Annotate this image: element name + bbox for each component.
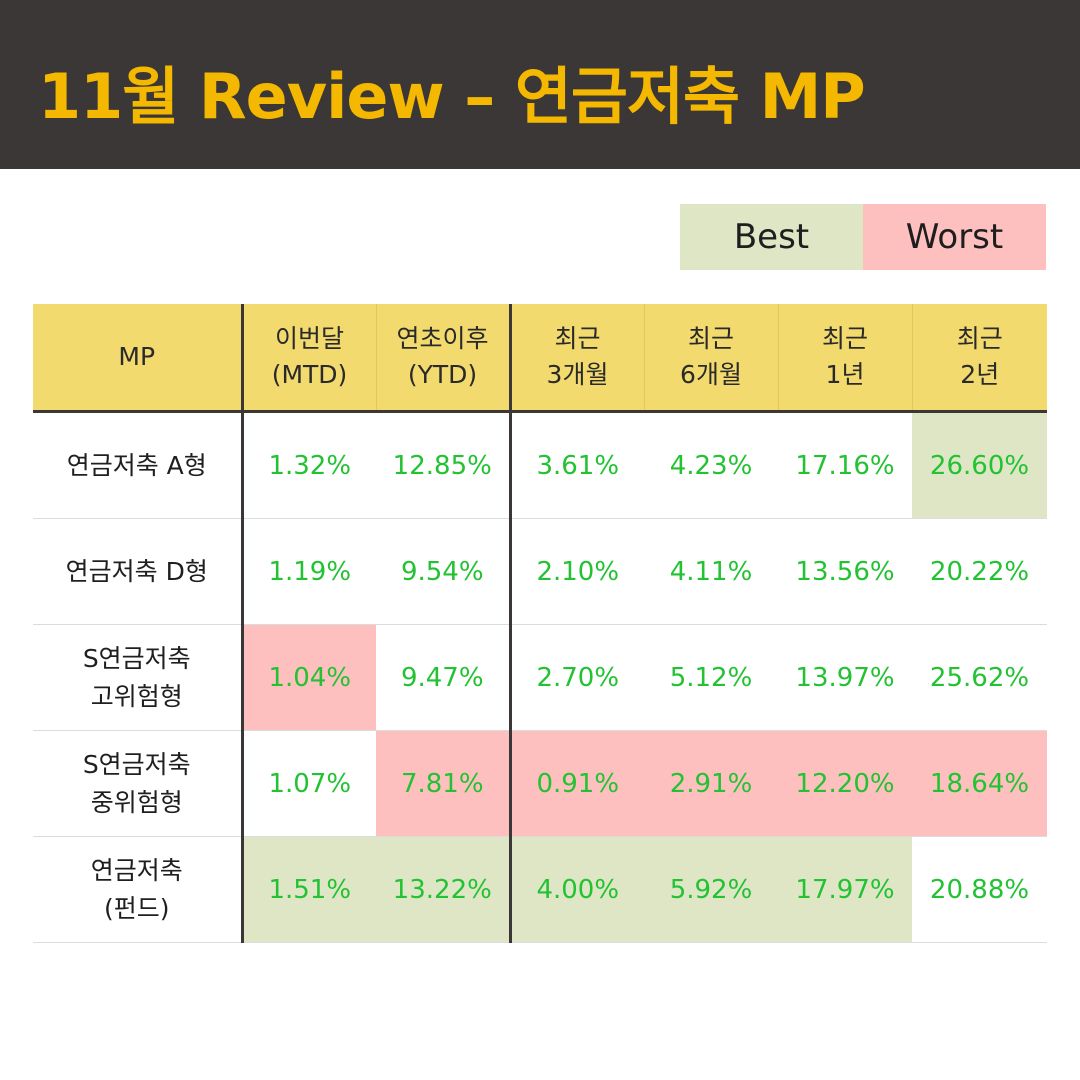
row-label-line2: (펀드) — [103, 893, 170, 923]
page-title: 11월 Review – 연금저축 MP — [38, 60, 866, 133]
table-row: 연금저축 D형 1.19% 9.54% 2.10% 4.11% 13.56% 20.22% — [33, 518, 1047, 625]
value-cell: 4.23% — [644, 411, 778, 519]
value-cell: 17.16% — [778, 411, 912, 519]
row-label-line2: 중위험형 — [90, 787, 183, 817]
row-label: 연금저축 A형 — [33, 411, 244, 519]
column-header-line2: (YTD) — [407, 360, 478, 389]
table-row: S연금저축 고위험형 1.04% 9.47% 2.70% 5.12% 13.97% 25.62… — [33, 624, 1047, 731]
column-header-6m: 최근 6개월 — [643, 304, 778, 413]
legend-best: Best — [680, 204, 863, 270]
value-cell: 13.22% — [376, 836, 512, 943]
column-header-line1: 이번달 — [274, 323, 344, 353]
column-header-1y: 최근 1년 — [777, 304, 912, 413]
value-cell: 12.85% — [376, 411, 512, 519]
value-cell: 20.22% — [912, 518, 1047, 625]
value-cell: 1.04% — [242, 624, 376, 731]
value-cell: 1.07% — [242, 730, 376, 837]
value-cell: 1.32% — [242, 411, 376, 519]
column-header-3m: 최근 3개월 — [509, 304, 644, 413]
table-row: 연금저축 A형 1.32% 12.85% 3.61% 4.23% 17.16% 26.60% — [33, 411, 1047, 519]
table-row: 연금저축 (펀드) 1.51% 13.22% 4.00% 5.92% 17.97% 20.88… — [33, 836, 1047, 943]
value-cell: 13.97% — [778, 624, 912, 731]
value-cell: 2.91% — [644, 730, 778, 837]
column-header-line1: 최근 — [956, 323, 1003, 353]
value-cell: 1.51% — [242, 836, 376, 943]
value-cell: 3.61% — [510, 411, 644, 519]
value-cell: 7.81% — [376, 730, 512, 837]
value-cell: 25.62% — [912, 624, 1047, 731]
table-header-row: MP 이번달 (MTD) 연초이후 (YTD) 최근 3개월 최근 6개월 최근… — [33, 304, 1047, 413]
column-header-line2: 1년 — [825, 360, 865, 389]
row-label: 연금저축 D형 — [33, 518, 244, 625]
row-label: 연금저축 (펀드) — [33, 836, 244, 943]
column-header-line1: 최근 — [554, 323, 601, 353]
row-label-line1: S연금저축 — [82, 750, 191, 779]
value-cell: 9.47% — [376, 624, 512, 731]
column-header-line2: (MTD) — [271, 360, 348, 389]
value-cell: 2.70% — [510, 624, 644, 731]
column-header-line1: MP — [118, 341, 156, 371]
row-label-line1: S연금저축 — [82, 644, 191, 673]
value-cell: 0.91% — [510, 730, 644, 837]
header-bar: 11월 Review – 연금저축 MP — [0, 0, 1080, 169]
row-label-line1: 연금저축 — [90, 856, 183, 885]
column-header-line1: 최근 — [821, 323, 868, 353]
row-label-line2: 고위험형 — [90, 681, 183, 711]
value-cell: 4.00% — [510, 836, 644, 943]
legend: Best Worst — [680, 204, 1046, 270]
value-cell: 12.20% — [778, 730, 912, 837]
value-cell: 4.11% — [644, 518, 778, 625]
column-header-line1: 연초이후 — [396, 323, 489, 353]
column-header-ytd: 연초이후 (YTD) — [375, 304, 512, 413]
performance-table: MP 이번달 (MTD) 연초이후 (YTD) 최근 3개월 최근 6개월 최근… — [33, 304, 1047, 943]
value-cell: 5.12% — [644, 624, 778, 731]
value-cell: 1.19% — [242, 518, 376, 625]
value-cell: 17.97% — [778, 836, 912, 943]
value-cell: 13.56% — [778, 518, 912, 625]
row-label-line1: 연금저축 A형 — [66, 450, 207, 480]
column-header-line2: 3개월 — [546, 360, 609, 389]
value-cell: 5.92% — [644, 836, 778, 943]
row-label-line1: 연금저축 D형 — [65, 556, 208, 586]
column-header-line1: 최근 — [687, 323, 734, 353]
table-row: S연금저축 중위험형 1.07% 7.81% 0.91% 2.91% 12.20% 18.64… — [33, 730, 1047, 837]
column-header-line2: 2년 — [960, 360, 1000, 389]
column-header-mtd: 이번달 (MTD) — [241, 304, 376, 413]
value-cell: 26.60% — [912, 411, 1047, 519]
column-header-mp: MP — [33, 304, 244, 413]
legend-worst: Worst — [863, 204, 1046, 270]
value-cell: 2.10% — [510, 518, 644, 625]
value-cell: 18.64% — [912, 730, 1047, 837]
column-header-line2: 6개월 — [680, 360, 742, 389]
column-header-2y: 최근 2년 — [911, 304, 1047, 413]
value-cell: 9.54% — [376, 518, 512, 625]
value-cell: 20.88% — [912, 836, 1047, 943]
